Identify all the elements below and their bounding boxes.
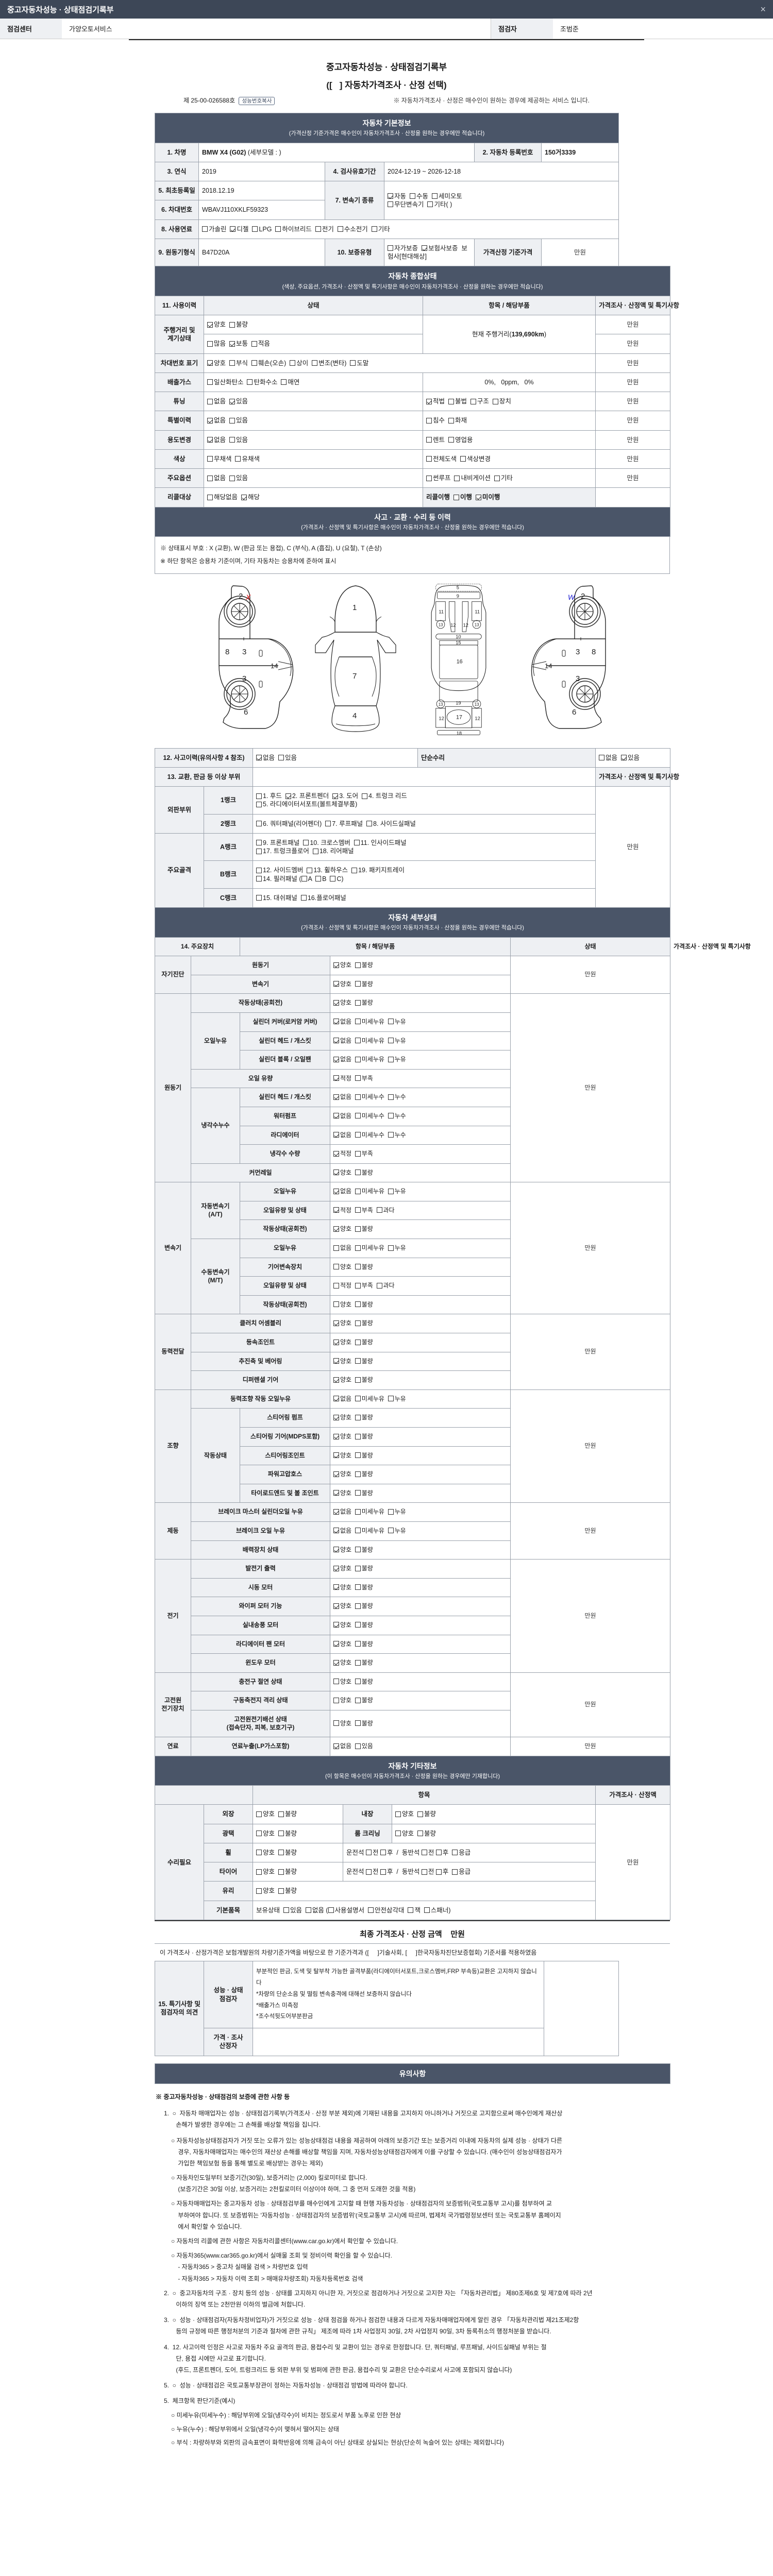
svg-text:13: 13 [439, 702, 443, 706]
svg-text:16: 16 [457, 658, 463, 665]
svg-text:1: 1 [352, 603, 357, 612]
svg-text:19: 19 [456, 700, 461, 705]
svg-text:X: X [245, 593, 251, 601]
svg-text:11: 11 [439, 609, 444, 614]
svg-text:2: 2 [581, 592, 585, 601]
svg-text:18: 18 [457, 731, 462, 736]
svg-text:4: 4 [352, 711, 357, 720]
svg-text:15: 15 [456, 640, 461, 645]
svg-text:8: 8 [225, 648, 229, 656]
svg-text:3: 3 [242, 648, 246, 656]
svg-text:6: 6 [572, 708, 576, 717]
svg-text:13: 13 [439, 622, 443, 627]
svg-text:8: 8 [592, 648, 596, 656]
svg-text:12: 12 [475, 716, 480, 721]
svg-text:10: 10 [456, 634, 461, 639]
svg-text:2: 2 [239, 592, 243, 601]
svg-text:13: 13 [475, 622, 479, 627]
svg-text:3: 3 [242, 674, 246, 683]
svg-text:3: 3 [576, 648, 580, 656]
svg-text:W: W [568, 593, 576, 601]
svg-text:12: 12 [439, 716, 444, 721]
svg-text:5: 5 [457, 585, 459, 590]
svg-text:12: 12 [450, 622, 456, 628]
svg-text:3: 3 [576, 674, 580, 683]
svg-text:13: 13 [475, 702, 479, 706]
svg-text:17: 17 [456, 714, 462, 720]
svg-text:14: 14 [545, 662, 552, 670]
svg-text:7: 7 [352, 672, 357, 681]
svg-text:6: 6 [244, 708, 248, 717]
svg-text:14: 14 [271, 662, 278, 670]
svg-text:9: 9 [457, 593, 459, 598]
svg-text:12: 12 [463, 622, 468, 628]
svg-text:11: 11 [475, 609, 480, 614]
